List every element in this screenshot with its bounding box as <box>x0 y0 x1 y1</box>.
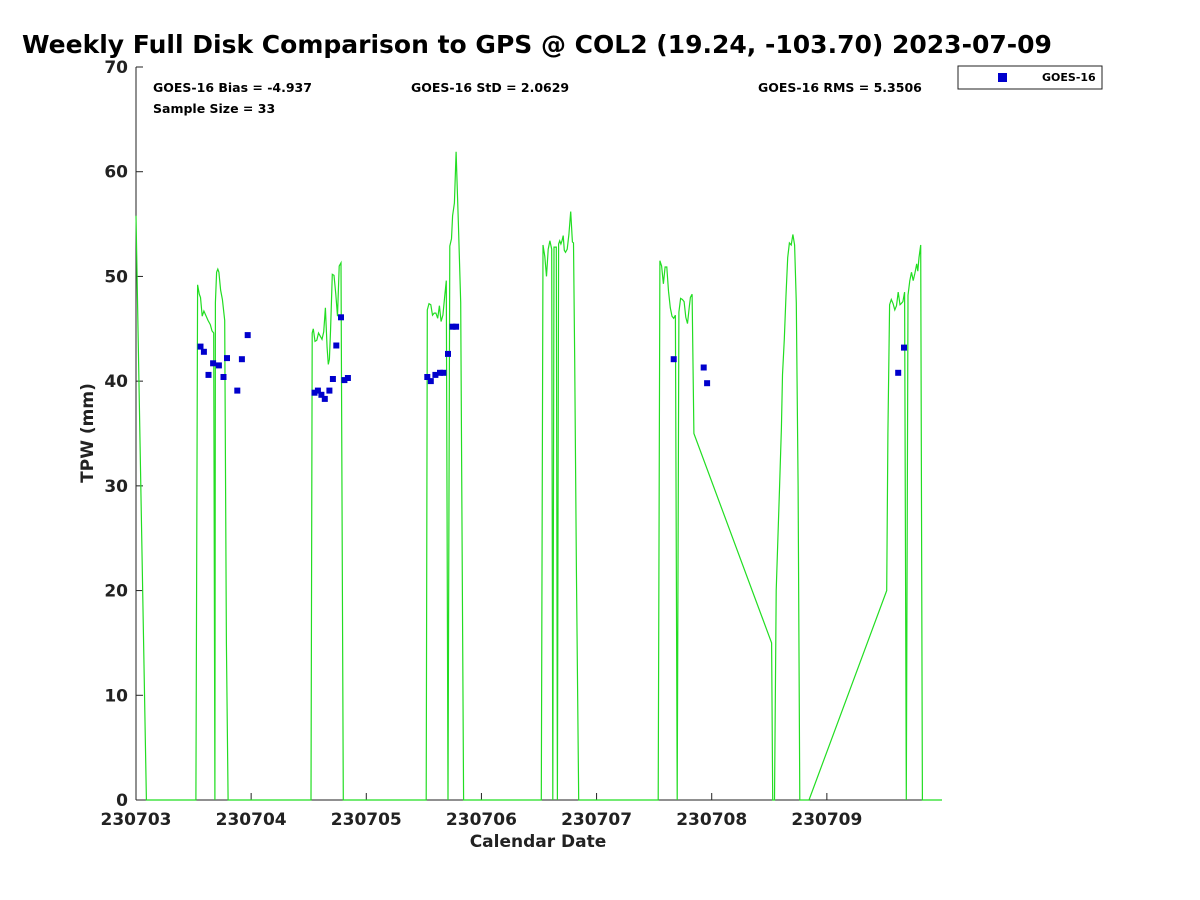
goes-16-point <box>318 391 325 398</box>
goes-16-points <box>197 314 907 402</box>
x-axis-label: Calendar Date <box>470 832 607 852</box>
goes-16-point <box>244 332 251 339</box>
x-tick-label: 230708 <box>676 810 747 830</box>
gps-tpw-line <box>135 151 942 801</box>
legend: GOES-16 <box>957 65 1103 90</box>
goes-16-point <box>341 377 348 384</box>
rms-annotation: GOES-16 RMS = 5.3506 <box>758 80 922 95</box>
axes <box>135 67 942 801</box>
x-ticks: 230703 230704 230705 230706 230707 230708 2307… <box>101 793 862 830</box>
goes-16-point <box>432 371 439 378</box>
goes-16-point <box>238 356 245 363</box>
x-tick-label: 230707 <box>561 810 632 830</box>
goes-16-point <box>314 387 321 394</box>
goes-16-point <box>338 314 344 321</box>
goes-16-point <box>901 344 907 351</box>
stats-annotations: GOES-16 Bias = -4.937 GOES-16 StD = 2.06… <box>153 80 922 116</box>
goes-16-point <box>453 323 460 330</box>
goes-16-point <box>427 378 434 385</box>
goes-16-point <box>670 356 677 363</box>
goes-16-point <box>449 323 456 330</box>
y-tick-label: 10 <box>104 686 128 706</box>
bias-annotation: GOES-16 Bias = -4.937 <box>153 80 312 95</box>
y-tick-label: 60 <box>104 163 128 183</box>
goes-16-point <box>344 375 351 381</box>
legend-box <box>957 65 1103 90</box>
y-axis-label: TPW (mm) <box>78 383 98 483</box>
goes-16-point <box>224 355 230 362</box>
goes-16-point <box>326 387 333 394</box>
goes-16-point <box>210 360 217 367</box>
chart-title: Weekly Full Disk Comparison to GPS @ COL… <box>22 30 1052 59</box>
goes-16-point <box>321 395 328 402</box>
goes-16-point <box>895 369 902 376</box>
y-tick-label: 70 <box>104 58 128 78</box>
x-tick-label: 230706 <box>446 810 517 830</box>
x-tick-label: 230709 <box>791 810 862 830</box>
goes-16-point <box>205 371 212 378</box>
y-tick-label: 50 <box>104 267 128 287</box>
goes-16-point <box>220 374 227 380</box>
y-tick-label: 30 <box>104 477 128 497</box>
goes-16-point <box>234 387 241 394</box>
goes-16-point <box>440 369 447 376</box>
goes-16-point <box>329 376 336 382</box>
goes-16-point <box>333 342 340 349</box>
x-tick-label: 230704 <box>216 810 287 830</box>
goes-16-point <box>424 374 431 380</box>
x-tick-label: 230705 <box>331 810 402 830</box>
std-annotation: GOES-16 StD = 2.0629 <box>411 80 569 95</box>
y-tick-label: 40 <box>104 372 128 392</box>
goes-16-point <box>437 369 443 376</box>
x-tick-label: 230703 <box>101 810 172 830</box>
goes-16-point <box>704 380 711 387</box>
goes-16-point <box>311 389 318 396</box>
goes-16-point <box>445 350 451 357</box>
goes-16-point <box>215 362 222 369</box>
goes-16-point <box>700 364 707 371</box>
y-ticks: 0 10 20 30 40 50 60 70 <box>104 58 143 811</box>
legend-label-goes-16: GOES-16 <box>1042 71 1096 84</box>
goes-16-point <box>200 348 207 355</box>
y-tick-label: 0 <box>116 791 128 811</box>
sample-size-annotation: Sample Size = 33 <box>153 101 275 116</box>
legend-marker-goes-16 <box>998 73 1007 82</box>
plot-area <box>135 151 942 801</box>
y-tick-label: 20 <box>104 582 128 602</box>
goes-16-point <box>197 343 204 350</box>
